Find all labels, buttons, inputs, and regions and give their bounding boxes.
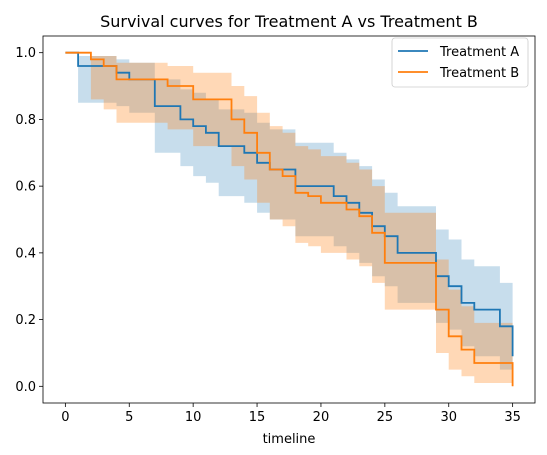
x-tick-label: 5 bbox=[125, 410, 133, 425]
plot-frame bbox=[42, 35, 536, 404]
y-tick-label: 0.8 bbox=[15, 113, 36, 128]
x-tick-label: 25 bbox=[377, 410, 394, 425]
x-tick-label: 10 bbox=[185, 410, 202, 425]
legend: Treatment A Treatment B bbox=[391, 37, 529, 88]
y-tick-label: 0.4 bbox=[15, 246, 36, 261]
y-tick-label: 0.0 bbox=[15, 380, 36, 395]
y-tick-label: 1.0 bbox=[15, 46, 36, 61]
survival-lines bbox=[65, 51, 514, 387]
y-tick-label: 0.6 bbox=[15, 180, 36, 195]
x-tick-label: 20 bbox=[313, 410, 330, 425]
confidence-bands bbox=[65, 52, 513, 387]
x-axis-label: timeline bbox=[263, 432, 316, 447]
legend-label-treatment-a: Treatment A bbox=[439, 45, 519, 60]
legend-label-treatment-b: Treatment B bbox=[439, 66, 519, 81]
y-tick-label: 0.2 bbox=[15, 313, 36, 328]
confidence-band-treatment-b bbox=[65, 52, 513, 387]
chart-title: Survival curves for Treatment A vs Treat… bbox=[100, 12, 478, 31]
x-tick-label: 30 bbox=[440, 410, 457, 425]
x-tick-label: 35 bbox=[504, 410, 521, 425]
axes: 0 5 10 15 20 25 30 35 0.0 0.2 0.4 0.6 0.8 1.0 bbox=[15, 35, 536, 425]
survival-line-treatment-b bbox=[65, 51, 514, 387]
confidence-band-treatment-a bbox=[65, 52, 513, 380]
x-tick-label: 0 bbox=[61, 410, 69, 425]
x-tick-label: 15 bbox=[249, 410, 266, 425]
